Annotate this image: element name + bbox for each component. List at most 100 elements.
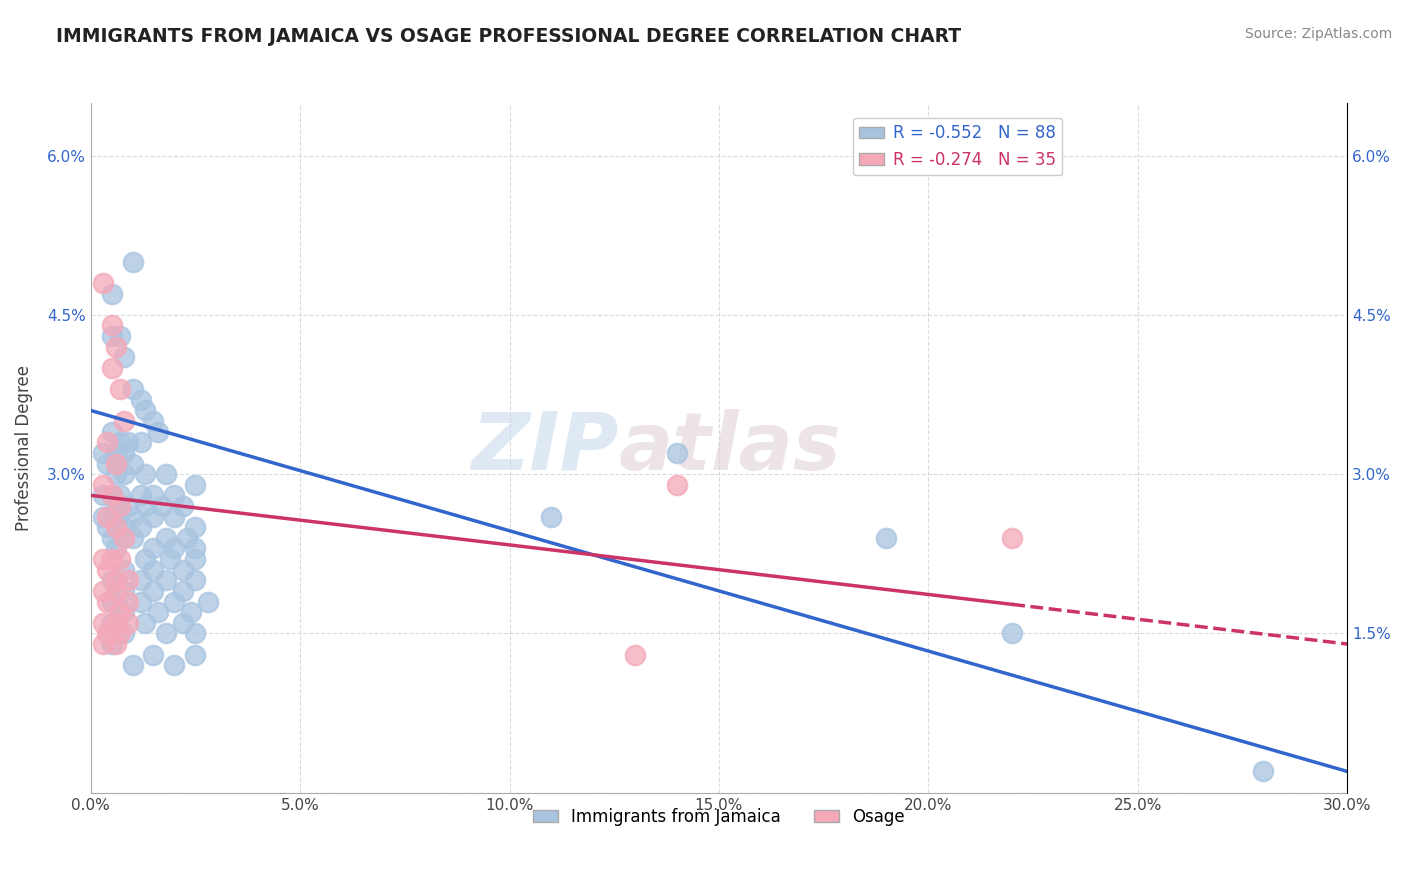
Point (1001, 626, 1024, 640)
Point (100, 574, 122, 588)
Point (108, 435, 131, 450)
Point (91, 446, 114, 460)
Point (112, 626, 135, 640)
Point (108, 605, 131, 619)
Point (1253, 764, 1275, 779)
Point (104, 541, 127, 556)
Text: Source: ZipAtlas.com: Source: ZipAtlas.com (1244, 27, 1392, 41)
Point (100, 286, 122, 301)
Point (184, 574, 207, 588)
Point (104, 446, 127, 460)
Point (104, 340, 127, 354)
Point (104, 615, 127, 630)
Point (129, 520, 152, 534)
Point (112, 563, 135, 577)
Point (172, 499, 194, 513)
Text: atlas: atlas (619, 409, 841, 487)
Point (172, 583, 194, 598)
Point (104, 457, 127, 471)
Y-axis label: Professional Degree: Professional Degree (15, 365, 32, 531)
Point (112, 446, 135, 460)
Point (104, 499, 127, 513)
Point (96, 594, 118, 608)
Point (540, 509, 562, 524)
Point (100, 552, 122, 566)
Point (134, 615, 156, 630)
Point (172, 563, 194, 577)
Point (163, 594, 186, 608)
Point (117, 435, 139, 450)
Point (100, 425, 122, 439)
Point (104, 509, 127, 524)
Point (163, 541, 186, 556)
Legend: Immigrants from Jamaica, Osage: Immigrants from Jamaica, Osage (526, 801, 912, 832)
Point (96, 520, 118, 534)
Point (117, 615, 139, 630)
Point (117, 499, 139, 513)
Point (142, 414, 165, 428)
Point (108, 499, 131, 513)
Point (155, 574, 177, 588)
Point (121, 382, 143, 396)
Point (91, 552, 114, 566)
Point (91, 583, 114, 598)
Point (146, 425, 169, 439)
Text: IMMIGRANTS FROM JAMAICA VS OSAGE PROFESSIONAL DEGREE CORRELATION CHART: IMMIGRANTS FROM JAMAICA VS OSAGE PROFESS… (56, 27, 962, 45)
Point (150, 499, 173, 513)
Point (163, 509, 186, 524)
Point (134, 403, 156, 417)
Point (96, 563, 118, 577)
Point (142, 541, 165, 556)
Point (184, 648, 207, 662)
Point (184, 541, 207, 556)
Point (91, 637, 114, 651)
Point (666, 477, 689, 491)
Point (108, 552, 131, 566)
Point (108, 382, 131, 396)
Point (129, 574, 152, 588)
Point (155, 531, 177, 545)
Point (142, 509, 165, 524)
Point (112, 531, 135, 545)
Point (121, 658, 143, 673)
Point (134, 499, 156, 513)
Point (1001, 531, 1024, 545)
Point (91, 488, 114, 502)
Point (184, 477, 207, 491)
Point (96, 457, 118, 471)
Point (100, 531, 122, 545)
Point (117, 574, 139, 588)
Point (100, 488, 122, 502)
Point (163, 658, 186, 673)
Point (96, 435, 118, 450)
Point (100, 329, 122, 343)
Point (142, 583, 165, 598)
Point (112, 520, 135, 534)
Point (197, 594, 219, 608)
Point (112, 414, 135, 428)
Point (146, 605, 169, 619)
Point (121, 531, 143, 545)
Point (104, 583, 127, 598)
Point (142, 563, 165, 577)
Point (100, 637, 122, 651)
Point (96, 509, 118, 524)
Point (112, 583, 135, 598)
Point (184, 552, 207, 566)
Point (129, 392, 152, 407)
Point (624, 648, 647, 662)
Point (104, 520, 127, 534)
Point (134, 552, 156, 566)
Point (159, 552, 181, 566)
Point (172, 615, 194, 630)
Point (184, 626, 207, 640)
Point (91, 477, 114, 491)
Point (121, 457, 143, 471)
Point (129, 488, 152, 502)
Point (129, 594, 152, 608)
Point (666, 446, 689, 460)
Point (91, 509, 114, 524)
Point (100, 594, 122, 608)
Point (155, 626, 177, 640)
Point (112, 351, 135, 365)
